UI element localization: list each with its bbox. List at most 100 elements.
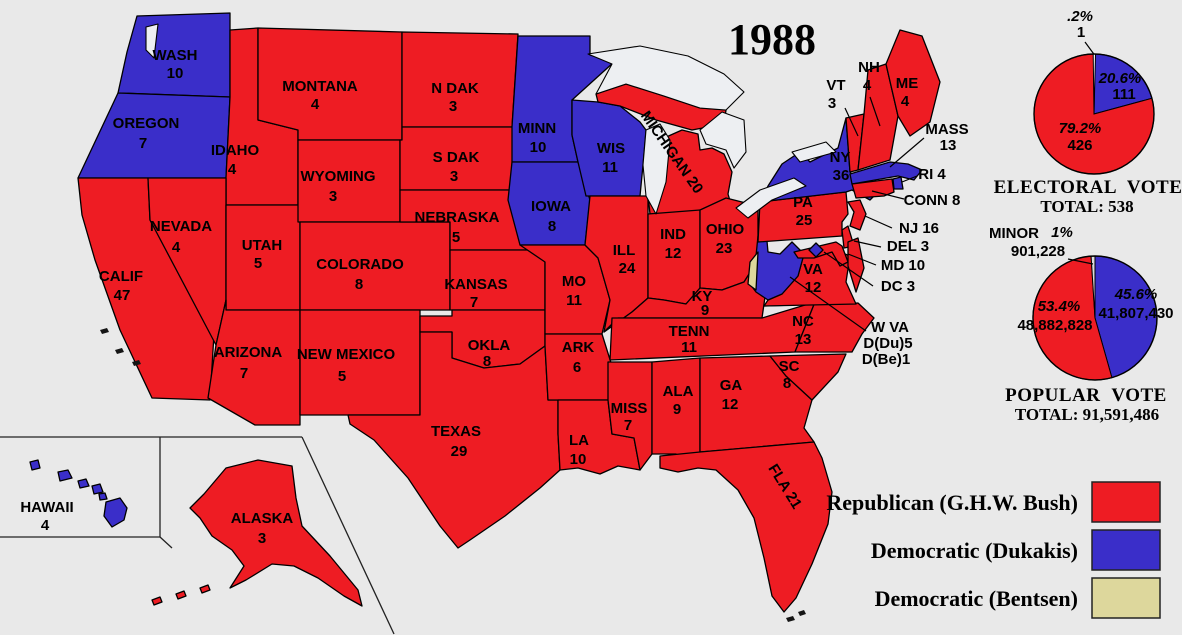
state-shape-north_carolina	[763, 301, 875, 353]
state-label-arizona-1: 7	[240, 365, 248, 382]
pie-popular-pct-2: 1%	[1051, 224, 1073, 241]
leader-line-vermont	[844, 107, 859, 137]
state-label-illinois-1: 24	[619, 260, 636, 277]
state-label-new_york-0: NY	[830, 149, 851, 166]
state-shape-alaska-3	[199, 584, 211, 594]
coastal-islet-0	[100, 328, 109, 334]
state-label-kentucky-1: 9	[701, 302, 709, 319]
state-label-new_jersey-0: NJ 16	[899, 220, 939, 237]
state-label-oklahoma-0: OKLA	[468, 337, 511, 354]
state-label-north_carolina-1: 13	[795, 331, 812, 348]
state-shape-new_jersey	[847, 199, 867, 231]
coastal-islet-4	[798, 610, 806, 616]
state-shape-maryland-1	[847, 237, 865, 293]
state-label-rhode_island-0: RI 4	[918, 166, 946, 183]
state-label-wyoming-1: 3	[329, 188, 337, 205]
state-label-west_virginia-0: W VA	[871, 319, 909, 336]
state-label-kentucky-0: KY	[692, 288, 713, 305]
state-label-wisconsin-1: 11	[602, 159, 618, 176]
state-label-georgia-1: 12	[722, 396, 739, 413]
state-label-vermont-1: 3	[828, 95, 836, 112]
state-label-kansas-0: KANSAS	[444, 276, 507, 293]
state-shape-hawaii-1	[57, 469, 73, 482]
state-label-arkansas-0: ARK	[562, 339, 595, 356]
state-label-tennessee-1: 11	[681, 339, 697, 356]
state-label-california-1: 47	[114, 287, 131, 304]
state-label-georgia-0: GA	[720, 377, 743, 394]
leader-line-rhode_island	[901, 175, 918, 183]
state-label-north_dakota-0: N DAK	[431, 80, 479, 97]
coastal-islet-2	[132, 360, 141, 366]
state-label-alabama-0: ALA	[663, 383, 694, 400]
pie-charts-layer: .2%1 20.6%111 79.2%426 45.6% 41,807,430 53.4%…	[989, 8, 1174, 381]
inset-border-3	[159, 536, 173, 549]
state-label-nebraska-1: 5	[452, 229, 460, 246]
leader-line-dc	[823, 251, 874, 287]
pie-popular-outline	[1032, 255, 1158, 381]
state-label-virginia-1: 12	[805, 279, 822, 296]
pie-electoral-pct-2: 79.2%	[1059, 120, 1102, 137]
state-label-dc-0: DC 3	[881, 278, 915, 295]
popular-vote-total: TOTAL: 91,591,486	[1015, 405, 1159, 424]
leader-line-west_virginia	[789, 276, 867, 332]
state-shape-florida	[659, 441, 833, 613]
state-label-nevada-1: 4	[172, 239, 181, 256]
state-label-illinois-0: ILL	[613, 242, 636, 259]
state-label-colorado-0: COLORADO	[316, 256, 404, 273]
state-label-arizona-0: ARIZONA	[214, 344, 282, 361]
state-label-idaho-1: 4	[228, 161, 237, 178]
legend-label-democratic-bentsen: Democratic (Bentsen)	[875, 586, 1078, 611]
state-label-mississippi-0: MISS	[611, 400, 648, 417]
pie-popular-value-1: 48,882,828	[1017, 317, 1092, 334]
state-label-massachusetts-0: MASS	[925, 121, 968, 138]
popular-vote-heading: POPULAR VOTE	[1005, 385, 1167, 406]
state-label-west_virginia-1: D(Du)5	[863, 335, 912, 352]
state-label-montana-0: MONTANA	[282, 78, 358, 95]
legend-row-republican: Republican (G.H.W. Bush)	[826, 481, 1161, 523]
state-label-hawaii-1: 4	[41, 517, 50, 534]
coastal-islet-3	[786, 616, 795, 622]
state-shape-arizona	[207, 299, 301, 426]
pie-popular-value-2: 901,228	[1011, 243, 1065, 260]
pie-popular-prefix-2: MINOR	[989, 225, 1039, 242]
leader-line-delaware	[853, 240, 882, 248]
state-label-hawaii-0: HAWAII	[20, 499, 73, 516]
state-shape-west_virginia_bentsen_elector	[747, 251, 759, 291]
lake-shape-3	[735, 177, 807, 219]
state-label-indiana-1: 12	[665, 245, 682, 262]
state-label-missouri-1: 11	[566, 292, 582, 309]
state-label-maine-0: ME	[896, 75, 919, 92]
state-label-south_dakota-1: 3	[450, 168, 458, 185]
state-label-connecticut-0: CONN 8	[904, 192, 961, 209]
state-shape-connecticut	[851, 178, 895, 199]
legend-swatch-republican	[1091, 481, 1161, 523]
state-label-nebraska-0: NEBRASKA	[414, 209, 499, 226]
state-shape-rhode_island	[892, 176, 904, 190]
legend-label-republican: Republican (G.H.W. Bush)	[826, 490, 1078, 515]
legend-swatch-democratic-bentsen	[1091, 577, 1161, 619]
state-label-iowa-1: 8	[548, 218, 556, 235]
legend-row-democratic-dukakis: Democratic (Dukakis)	[871, 529, 1161, 571]
inset-border-4	[301, 436, 395, 635]
legend: Republican (G.H.W. Bush) Democratic (Duk…	[826, 481, 1161, 619]
pie-popular-pct-0: 45.6%	[1114, 286, 1158, 303]
pie-electoral-value-1: 111	[1112, 86, 1135, 103]
state-label-maine-1: 4	[901, 93, 910, 110]
state-shape-hawaii	[29, 459, 41, 471]
state-label-montana-1: 4	[311, 96, 320, 113]
state-label-texas-0: TEXAS	[431, 423, 481, 440]
state-label-missouri-0: MO	[562, 273, 586, 290]
leader-line-massachusetts	[889, 137, 925, 168]
pie-electoral-value-2: 426	[1067, 137, 1092, 154]
state-label-south_dakota-0: S DAK	[433, 149, 480, 166]
state-label-louisiana-1: 10	[570, 451, 587, 468]
state-label-pennsylvania-0: PA	[793, 194, 813, 211]
state-label-vermont-0: VT	[826, 77, 845, 94]
state-label-mississippi-1: 7	[624, 417, 632, 434]
state-label-washington-1: 10	[167, 65, 184, 82]
state-shape-maryland	[793, 241, 849, 267]
state-shape-maine	[885, 29, 941, 137]
state-label-north_carolina-0: NC	[792, 313, 814, 330]
